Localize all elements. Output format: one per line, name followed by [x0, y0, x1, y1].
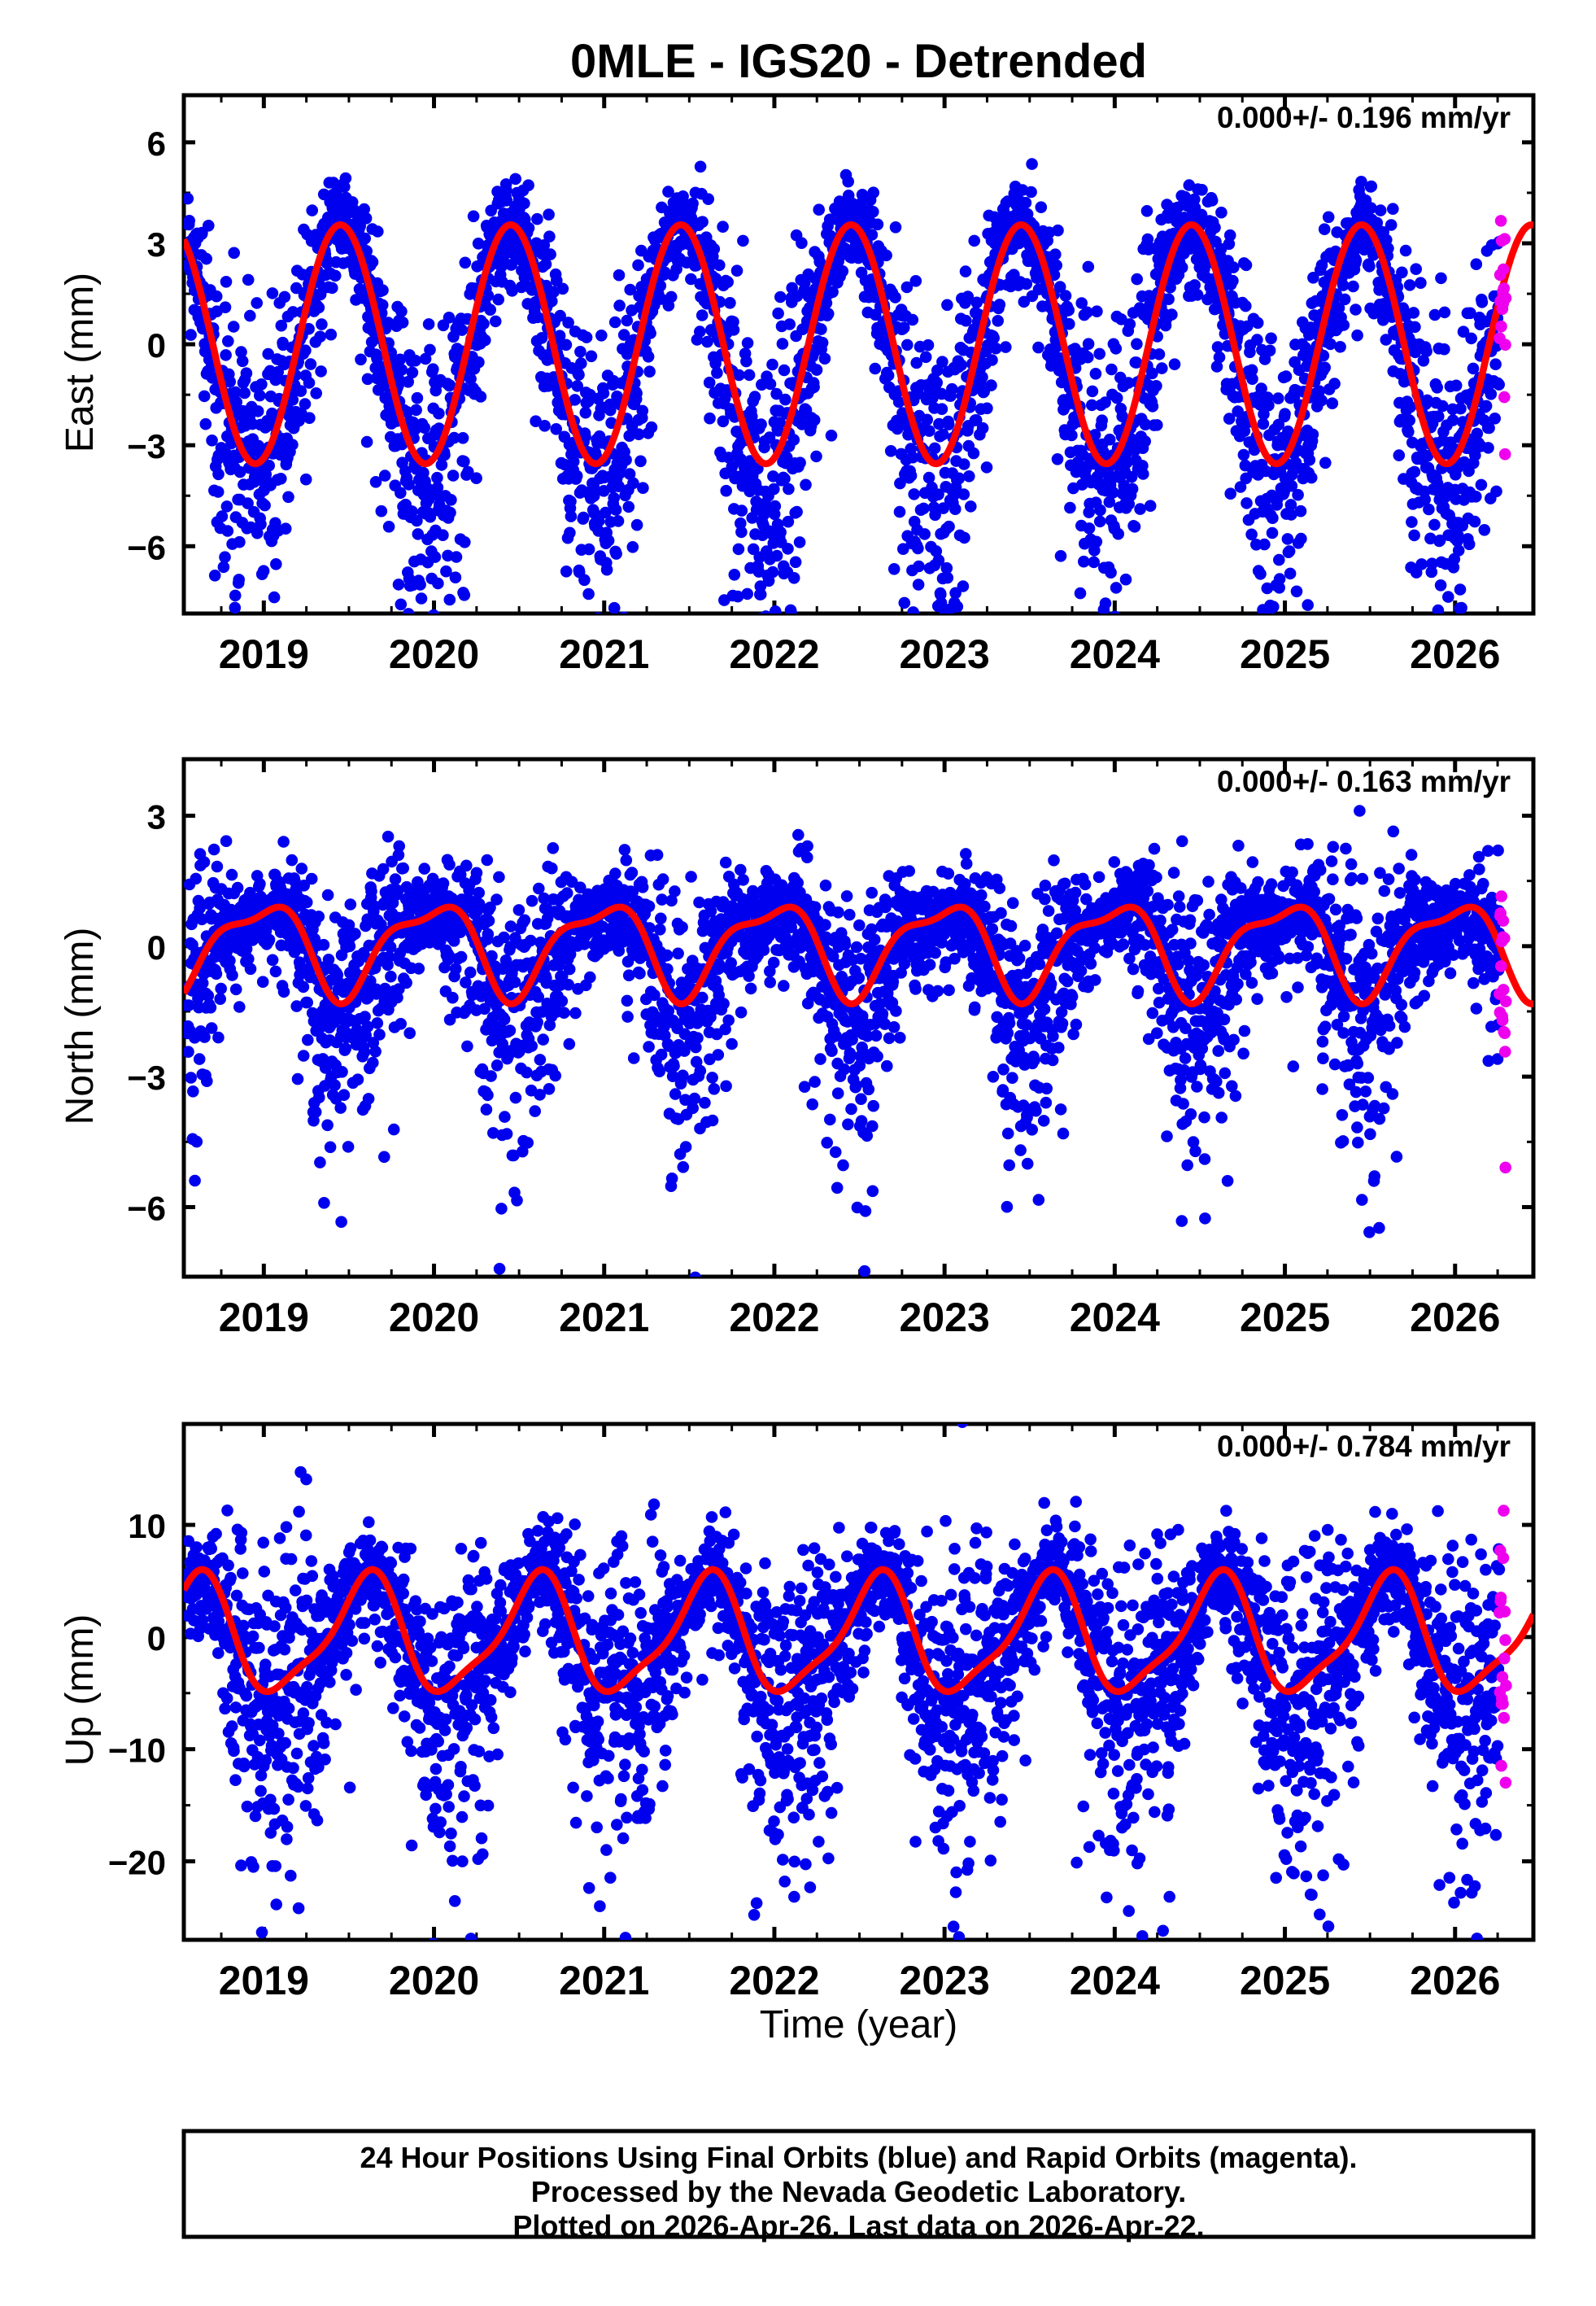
svg-text:2024: 2024: [1070, 1295, 1160, 1340]
svg-text:0.000+/- 0.163 mm/yr: 0.000+/- 0.163 mm/yr: [1217, 765, 1511, 798]
svg-text:2024: 2024: [1070, 631, 1160, 677]
svg-text:−3: −3: [127, 427, 166, 465]
svg-text:East (mm): East (mm): [59, 273, 102, 452]
svg-text:−6: −6: [127, 1189, 166, 1227]
svg-text:2026: 2026: [1410, 631, 1500, 677]
svg-text:0: 0: [147, 928, 166, 967]
svg-text:3: 3: [147, 225, 166, 264]
svg-text:0MLE - IGS20 - Detrended: 0MLE - IGS20 - Detrended: [570, 35, 1147, 88]
svg-text:3: 3: [147, 797, 166, 836]
svg-text:6: 6: [147, 124, 166, 163]
svg-text:North (mm): North (mm): [59, 928, 102, 1125]
svg-text:2026: 2026: [1410, 1295, 1500, 1340]
svg-text:2023: 2023: [900, 631, 990, 677]
svg-text:2020: 2020: [389, 1295, 479, 1340]
svg-text:2019: 2019: [219, 631, 309, 677]
svg-text:2021: 2021: [559, 631, 649, 677]
svg-text:2020: 2020: [389, 631, 479, 677]
svg-text:2021: 2021: [559, 1295, 649, 1340]
svg-text:2019: 2019: [219, 1295, 309, 1340]
svg-text:0: 0: [147, 326, 166, 365]
svg-text:0.000+/- 0.196 mm/yr: 0.000+/- 0.196 mm/yr: [1217, 101, 1511, 134]
svg-text:2025: 2025: [1240, 1295, 1330, 1340]
svg-text:−3: −3: [127, 1059, 166, 1097]
svg-text:−6: −6: [127, 528, 166, 566]
svg-text:2022: 2022: [729, 1295, 819, 1340]
svg-text:2025: 2025: [1240, 631, 1330, 677]
svg-text:2022: 2022: [729, 631, 819, 677]
svg-text:2023: 2023: [900, 1295, 990, 1340]
